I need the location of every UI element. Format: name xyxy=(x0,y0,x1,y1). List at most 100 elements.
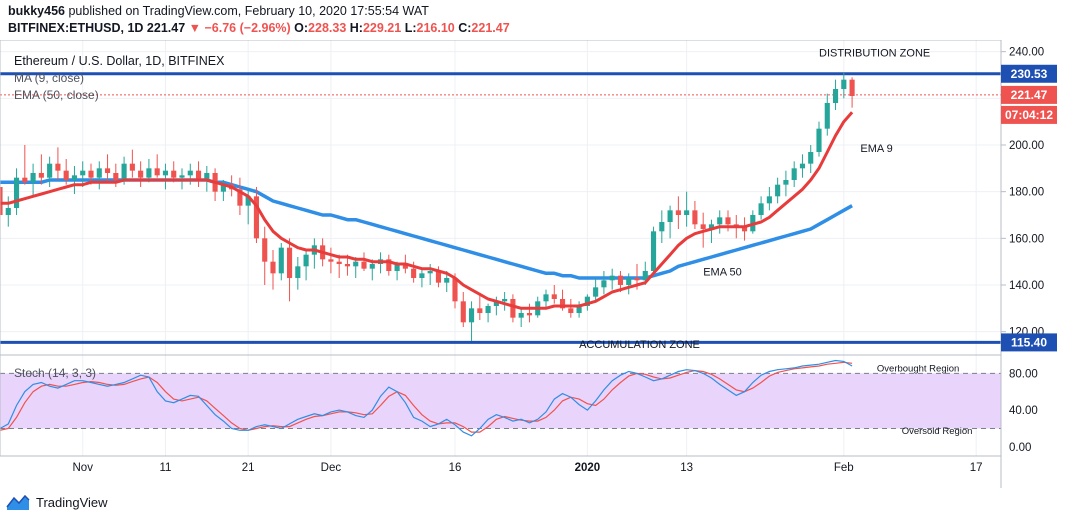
time-axis[interactable]: Nov 11 21 Dec 16 2020 13 Feb 17 xyxy=(0,455,1001,474)
candle-down xyxy=(262,238,268,262)
candle-down xyxy=(361,261,367,269)
time-tick-label: Nov xyxy=(73,462,94,474)
candle-up xyxy=(684,210,690,215)
footer: TradingView xyxy=(6,490,108,514)
candle-down xyxy=(634,278,640,281)
brand-name[interactable]: TradingView xyxy=(36,494,108,510)
price-tick-label: 180.00 xyxy=(1009,187,1044,199)
candle-down xyxy=(526,313,533,316)
candle-up xyxy=(667,210,673,222)
candle-up xyxy=(71,175,78,180)
candle-down xyxy=(253,196,260,239)
candle-up xyxy=(303,254,309,267)
ma9-legend[interactable]: MA (9, close) xyxy=(14,71,84,85)
last-price-tag-bg xyxy=(1001,85,1057,104)
candle-up xyxy=(353,261,359,267)
candle-down xyxy=(411,268,417,278)
stoch-band-fill xyxy=(0,373,1001,429)
candle-down xyxy=(675,210,681,215)
candle-up xyxy=(502,299,508,302)
candle-up xyxy=(576,306,582,313)
symbol-label: BITFINEX:ETHUSD, 1D xyxy=(8,21,144,35)
candle-up xyxy=(295,266,301,278)
candle-down xyxy=(725,217,731,225)
candle-down xyxy=(0,187,3,215)
countdown-tag-bg xyxy=(1001,105,1057,124)
candle-up xyxy=(427,271,433,274)
candle-down xyxy=(435,271,442,283)
candle-down xyxy=(88,170,94,178)
time-tick-label: 21 xyxy=(242,462,255,474)
ema50-legend[interactable]: EMA (50, close) xyxy=(14,88,99,102)
countdown-tag: 07:04:12 xyxy=(1005,108,1053,122)
candle-up xyxy=(626,278,632,285)
stoch-d-path xyxy=(0,361,853,433)
candle-down xyxy=(617,275,624,285)
candle-up xyxy=(708,224,715,229)
price-change: −6.76 (−2.96%) xyxy=(204,21,291,35)
candle-up xyxy=(146,168,152,178)
candle-down xyxy=(113,173,119,180)
candle-down xyxy=(402,264,408,269)
price-chart[interactable]: 240.00220.00200.00180.00160.00140.00120.… xyxy=(0,40,1073,488)
time-tick-label: 11 xyxy=(159,462,171,474)
candle-up xyxy=(841,79,847,89)
candle-up xyxy=(30,173,36,183)
resistance-price-tag-bg xyxy=(1001,64,1057,83)
close-label: C: xyxy=(458,21,472,35)
candle-down xyxy=(510,299,516,318)
candle-up xyxy=(162,170,169,176)
candle-up xyxy=(80,170,86,176)
stoch-tick-label: 80.00 xyxy=(1009,368,1038,380)
tradingview-logo-icon[interactable] xyxy=(6,492,30,512)
time-tick-label: Dec xyxy=(321,462,342,474)
candle-down xyxy=(336,261,342,264)
chart-title: Ethereum / U.S. Dollar, 1D, BITFINEX xyxy=(14,54,225,68)
ema50-label: EMA 50 xyxy=(703,267,742,279)
candle-down xyxy=(286,247,293,278)
high-value: 229.21 xyxy=(362,21,402,35)
stoch-band xyxy=(0,372,1001,429)
accumulation-zone-label: ACCUMULATION ZONE xyxy=(579,339,700,351)
stoch-axis[interactable]: 80.00 40.00 0.00 xyxy=(1009,368,1038,453)
oversold-label: Oversold Region xyxy=(902,426,973,437)
candle-up xyxy=(220,184,226,192)
stoch-tick-label: 40.00 xyxy=(1009,405,1038,417)
candle-down xyxy=(551,294,557,299)
open-value: 228.33 xyxy=(308,21,347,35)
candle-up xyxy=(518,313,524,318)
candle-down xyxy=(328,259,334,262)
candle-up xyxy=(394,264,400,271)
candle-up xyxy=(775,184,781,197)
stoch-k-path xyxy=(0,359,853,437)
candle-up xyxy=(179,175,185,178)
stoch-lines xyxy=(0,359,853,437)
candle-down xyxy=(477,308,483,313)
ema9-label: EMA 9 xyxy=(860,143,892,155)
candle-up xyxy=(799,163,806,169)
price-tick-label: 240.00 xyxy=(1009,47,1044,59)
author-name[interactable]: bukky456 xyxy=(8,4,65,18)
low-label: L: xyxy=(404,21,417,35)
support-price-tag-bg xyxy=(1001,333,1057,352)
low-value: 216.10 xyxy=(416,21,455,35)
candle-up xyxy=(543,294,549,302)
time-tick-label: 13 xyxy=(680,462,693,474)
candle-up xyxy=(278,247,284,274)
candle-up xyxy=(13,177,20,208)
support-price-tag: 115.40 xyxy=(1011,335,1047,349)
candle-down xyxy=(849,79,855,96)
stoch-legend[interactable]: Stoch (14, 3, 3) xyxy=(14,366,96,380)
candle-up xyxy=(584,296,590,306)
candle-up xyxy=(468,308,475,323)
candle-up xyxy=(808,152,814,164)
candle-up xyxy=(717,217,723,225)
candle-down xyxy=(38,173,44,178)
candle-up xyxy=(593,287,599,297)
candle-down xyxy=(559,299,566,309)
candle-up xyxy=(187,170,193,176)
candle-down xyxy=(386,259,392,271)
candle-down xyxy=(63,170,69,180)
candle-down xyxy=(129,163,135,171)
ema9-line xyxy=(0,111,854,310)
